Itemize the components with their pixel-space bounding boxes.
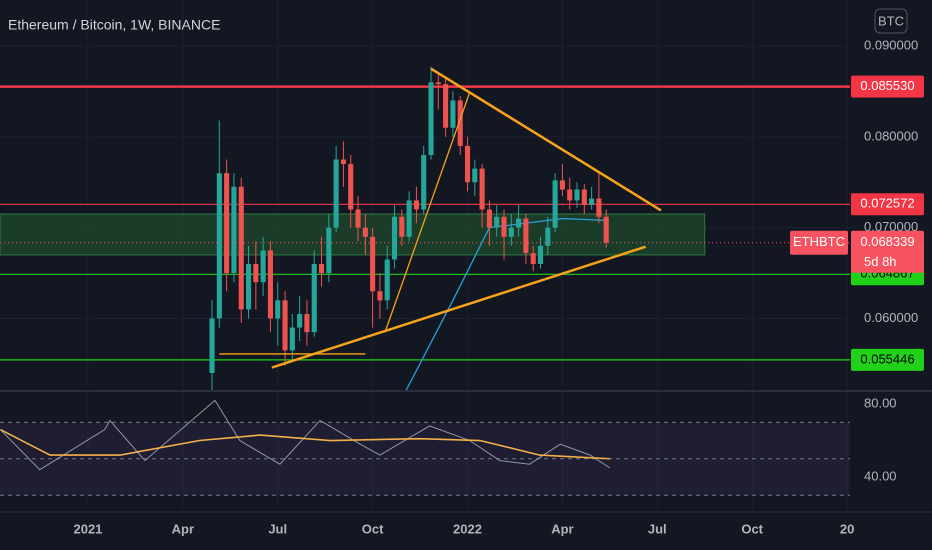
candle-body — [428, 82, 434, 155]
candle-body — [552, 180, 558, 228]
x-tick-label: Oct — [741, 521, 763, 536]
candle-body — [253, 263, 259, 283]
rsi-line — [0, 399, 611, 471]
candle-body — [443, 84, 449, 128]
candle-body — [362, 227, 368, 237]
x-tick-label: Jul — [268, 521, 287, 536]
countdown: 5d 8h — [864, 254, 897, 269]
x-tick-label: Jul — [648, 521, 667, 536]
level-tag — [851, 75, 924, 98]
trendline — [271, 245, 647, 369]
x-tick-label: Apr — [172, 521, 194, 536]
candle-body — [224, 173, 230, 274]
candle-body — [421, 154, 427, 210]
candle-body — [216, 173, 222, 319]
candle-body — [318, 263, 325, 274]
level-label: 0.085530 — [860, 78, 914, 93]
candle-body — [559, 180, 565, 190]
candle-body — [479, 168, 485, 210]
zone — [0, 213, 706, 256]
currency[interactable]: BTC — [878, 13, 904, 28]
moving-average — [405, 217, 607, 390]
y-tick-label: 0.070000 — [864, 219, 918, 234]
rsi-pane — [0, 392, 850, 510]
candle-body — [333, 159, 339, 228]
last-price-tag — [851, 230, 924, 273]
x-tick-label: 2021 — [73, 521, 102, 536]
candle-body — [260, 250, 266, 283]
candle-body — [501, 216, 507, 237]
level-label: 0.072572 — [860, 196, 914, 211]
candle-body — [537, 245, 544, 264]
candle-body — [603, 216, 609, 243]
rsi-tick-label: 40.00 — [864, 468, 897, 483]
candle-body — [530, 253, 536, 264]
candle-body — [348, 164, 354, 210]
candle-body — [340, 159, 346, 165]
candle-body — [326, 227, 332, 274]
candle-body — [282, 300, 288, 351]
candle-body — [355, 209, 361, 228]
level-tag — [851, 193, 924, 216]
candle-body — [377, 291, 383, 301]
y-tick-label: 0.090000 — [864, 37, 918, 52]
candle-body — [508, 227, 514, 237]
y-tick-label: 0.080000 — [864, 128, 918, 143]
candle-body — [289, 327, 295, 351]
candle-body — [245, 263, 252, 310]
candle-body — [545, 227, 551, 246]
candle-body — [464, 145, 471, 183]
candle-body — [574, 189, 580, 201]
level-tag — [851, 348, 924, 371]
candle-body — [457, 100, 463, 146]
candle-body — [209, 318, 215, 374]
y-tick-label: 0.060000 — [864, 310, 918, 325]
candle-body — [516, 218, 522, 228]
candle-body — [523, 218, 529, 254]
candle-body — [472, 168, 478, 183]
candle-body — [406, 200, 412, 237]
level-label: 0.055446 — [860, 351, 914, 366]
candle-body — [297, 313, 303, 328]
rsi-tick-label: 80.00 — [864, 395, 897, 410]
x-tick-label: 2022 — [453, 521, 482, 536]
candle-body — [494, 216, 500, 228]
candle-body — [567, 189, 573, 201]
candle-body — [238, 186, 244, 310]
price-pane — [0, 0, 850, 390]
symbol-tag — [790, 230, 848, 255]
candle-body — [370, 236, 376, 292]
x-tick-label: 20 — [840, 521, 854, 536]
symbol-label: ETHBTC — [793, 234, 845, 249]
candle-body — [413, 200, 419, 210]
candle-body — [589, 198, 595, 205]
candle-body — [391, 216, 398, 260]
candle-body — [311, 263, 317, 333]
candle-body — [399, 216, 405, 237]
candle-body — [275, 300, 281, 319]
candle-body — [435, 82, 441, 85]
x-tick-label: Apr — [551, 521, 573, 536]
axes: 2021 Apr Jul Oct 2022 Apr Jul Oct 20 0.060000 0.07… — [73, 37, 924, 536]
rsi-ma-line — [0, 428, 610, 460]
x-tick-label: Oct — [362, 521, 384, 536]
candle-body — [450, 100, 456, 128]
chart-title: Ethereum / Bitcoin, 1W, BINANCE — [8, 17, 220, 33]
currency-button[interactable] — [874, 8, 908, 34]
trendline — [384, 92, 471, 333]
candle-body — [596, 198, 602, 217]
candle-body — [486, 209, 492, 228]
candle-body — [581, 189, 587, 205]
candle-body — [304, 313, 310, 333]
last-price-label: 0.068339 — [860, 234, 914, 249]
candle-body — [384, 259, 390, 301]
candle-body — [231, 186, 237, 274]
candle-body — [267, 250, 273, 319]
